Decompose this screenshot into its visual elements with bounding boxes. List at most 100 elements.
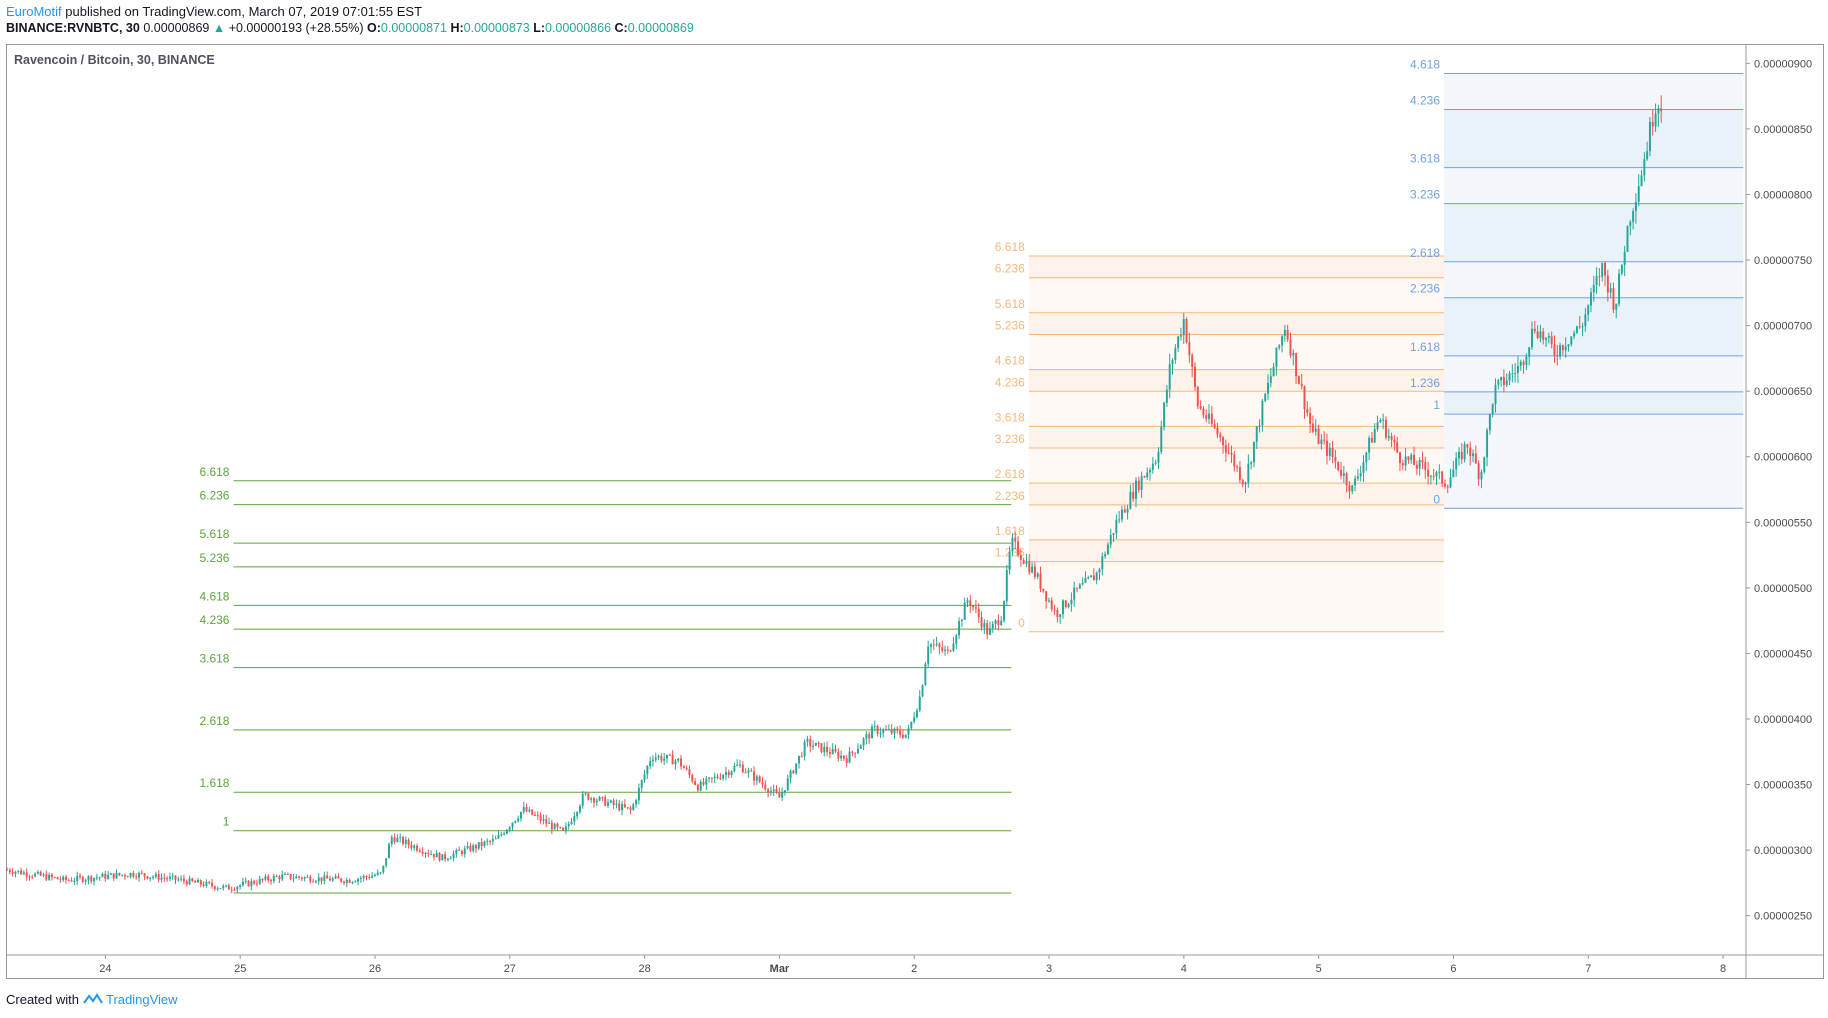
- candle-body: [772, 789, 775, 791]
- fib-level-label: 2.618: [995, 467, 1025, 481]
- candle-body: [1087, 577, 1090, 579]
- candle-body: [306, 876, 309, 878]
- candle-body: [1003, 601, 1005, 621]
- candle-body: [354, 881, 357, 883]
- chart-title: Ravencoin / Bitcoin, 30, BINANCE: [14, 53, 215, 67]
- candle-body: [508, 827, 511, 830]
- fib-level-label: 1.618: [995, 524, 1025, 538]
- last-price: 0.00000869: [143, 21, 210, 35]
- candle-body: [463, 848, 466, 855]
- candle-body: [385, 858, 388, 866]
- candle-body: [601, 797, 604, 799]
- candle-body: [1216, 427, 1219, 435]
- y-tick-label: 0.00000550: [1754, 517, 1812, 529]
- candle-body: [876, 726, 879, 734]
- candle-body: [758, 776, 761, 782]
- candle-body: [483, 841, 486, 847]
- candle-body: [70, 880, 73, 882]
- candle-body: [407, 839, 410, 845]
- candle-body: [519, 812, 522, 819]
- fib-band: [1444, 203, 1744, 262]
- candle-body: [261, 878, 264, 880]
- candle-body: [573, 816, 576, 822]
- candle-body: [1435, 472, 1438, 477]
- fib-level-label: 4.236: [199, 613, 229, 627]
- candle-body: [1168, 364, 1171, 390]
- candle-body: [1233, 454, 1236, 467]
- candle-body: [629, 807, 632, 810]
- candle-body: [157, 873, 160, 880]
- candle-body: [1646, 151, 1649, 160]
- candle-body: [854, 752, 857, 754]
- candle-body: [668, 754, 671, 756]
- y-tick-label: 0.00000800: [1754, 189, 1812, 201]
- candle-body: [1098, 569, 1101, 573]
- candle-body: [1356, 476, 1359, 479]
- fib-level-label: 3.618: [1410, 152, 1440, 166]
- y-tick-label: 0.00000400: [1754, 714, 1812, 726]
- candle-body: [1135, 480, 1137, 499]
- candle-body: [680, 758, 683, 767]
- candle-body: [1112, 533, 1115, 535]
- candle-body: [865, 734, 868, 739]
- candle-body: [345, 879, 348, 884]
- candle-body: [885, 729, 888, 731]
- candle-body: [800, 755, 803, 757]
- candle-body: [382, 865, 385, 873]
- candle-body: [932, 644, 935, 646]
- candle-body: [1575, 326, 1578, 333]
- candle-body: [1427, 469, 1430, 477]
- candle-body: [744, 772, 747, 774]
- candle-body: [163, 877, 166, 879]
- candle-body: [314, 881, 317, 883]
- candle-body: [64, 876, 67, 881]
- candle-body: [104, 873, 107, 879]
- candle-body: [404, 839, 407, 844]
- candle-body: [435, 852, 438, 858]
- candle-body: [1202, 408, 1205, 416]
- candle-body: [635, 800, 638, 805]
- candle-body: [1536, 331, 1539, 339]
- candle-body: [567, 823, 570, 827]
- candle-body: [1132, 491, 1135, 499]
- candle-body: [859, 745, 862, 749]
- candle-body: [1185, 319, 1188, 343]
- candle-body: [1626, 226, 1629, 252]
- author-link[interactable]: EuroMotif: [6, 4, 62, 19]
- candle-body: [328, 878, 331, 881]
- candle-body: [334, 876, 337, 879]
- candle-body: [792, 770, 795, 774]
- candle-body: [980, 617, 983, 628]
- candle-body: [918, 696, 921, 711]
- candle-body: [1101, 556, 1104, 570]
- candle-body: [548, 822, 551, 824]
- candle-body: [739, 764, 741, 766]
- candle-body: [1005, 570, 1008, 602]
- candle-body: [730, 771, 733, 775]
- candle-body: [258, 878, 261, 884]
- candle-body: [1415, 464, 1418, 469]
- candle-body: [1182, 319, 1185, 336]
- candle-body: [505, 829, 508, 834]
- candle-body: [1278, 345, 1281, 348]
- candle-body: [1640, 175, 1643, 187]
- candle-body: [578, 805, 581, 813]
- candle-body: [56, 877, 59, 880]
- candle-body: [1053, 609, 1056, 611]
- candle-body: [1160, 426, 1163, 452]
- candle-body: [873, 726, 876, 728]
- candle-body: [733, 765, 736, 772]
- candle-body: [1629, 221, 1632, 227]
- candle-body: [76, 875, 79, 881]
- tradingview-link[interactable]: TradingView: [106, 992, 178, 1007]
- candle-body: [402, 837, 404, 844]
- fib-zone-1: [1028, 256, 1445, 632]
- candle-body: [1022, 560, 1025, 564]
- candle-body: [278, 876, 281, 880]
- candle-body: [1404, 456, 1407, 466]
- candle-body: [1064, 600, 1067, 607]
- candle-body: [42, 874, 45, 876]
- y-tick-label: 0.00000300: [1754, 845, 1812, 857]
- candle-body: [1031, 566, 1034, 573]
